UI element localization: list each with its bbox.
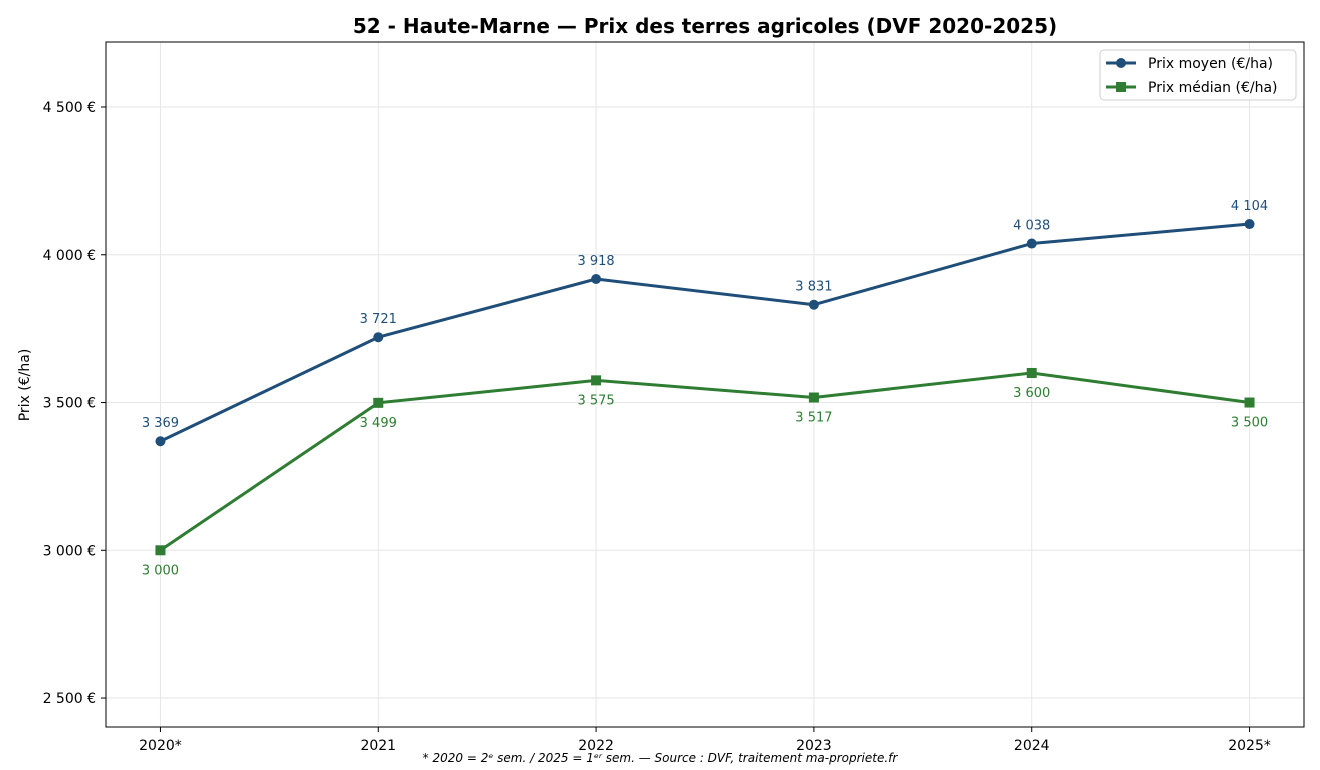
y-tick-label: 4 000 €: [43, 248, 96, 264]
legend: Prix moyen (€/ha) Prix médian (€/ha): [1099, 49, 1297, 101]
data-label: 4 104: [1231, 199, 1268, 214]
data-point: [808, 299, 819, 310]
data-label: 3 831: [795, 280, 832, 295]
data-point: [808, 392, 819, 403]
series-group: 3 369 3 721 3 918 3 831 4 038 4 104 3 000 3 499…: [142, 199, 1268, 578]
data-point: [1244, 219, 1255, 230]
footnote: * 2020 = 2ᵉ sem. / 2025 = 1ᵉʳ sem. — Sou…: [423, 751, 899, 765]
data-label: 3 369: [142, 416, 179, 431]
x-tick-label: 2021: [360, 738, 396, 754]
data-point: [155, 436, 166, 447]
legend-item: Prix médian (€/ha): [1106, 80, 1278, 96]
x-tick-label: 2020*: [139, 738, 182, 754]
legend-label: Prix médian (€/ha): [1148, 80, 1278, 96]
plot-frame: [105, 41, 1305, 728]
series-line: [159, 222, 1250, 443]
data-label: 3 000: [142, 563, 179, 578]
data-label: 3 918: [577, 254, 614, 269]
data-point: [591, 274, 602, 285]
grid: [106, 42, 1304, 727]
legend-label: Prix moyen (€/ha): [1148, 56, 1273, 72]
series-prix-median: 3 000 3 499 3 575 3 517 3 600 3 500: [142, 367, 1268, 578]
data-label: 3 517: [795, 411, 832, 426]
legend-marker: [1116, 82, 1126, 92]
y-axis-label: Prix (€/ha): [17, 349, 33, 422]
x-tick-label: 2024: [1014, 738, 1050, 754]
y-tick-label: 4 500 €: [43, 100, 96, 116]
x-tick-label: 2025*: [1228, 738, 1271, 754]
legend-item: Prix moyen (€/ha): [1106, 56, 1273, 72]
data-label: 4 038: [1013, 219, 1050, 234]
data-label: 3 721: [360, 312, 397, 327]
data-label: 3 575: [577, 393, 614, 408]
data-point: [1244, 397, 1255, 408]
chart-title: 52 - Haute-Marne — Prix des terres agric…: [353, 14, 1057, 38]
legend-marker: [1116, 58, 1126, 68]
data-label: 3 600: [1013, 386, 1050, 401]
series-line: [159, 371, 1250, 552]
data-point: [1026, 367, 1037, 378]
y-tick-label: 3 000 €: [43, 543, 96, 559]
x-tick-label: 2023: [796, 738, 832, 754]
data-point: [591, 375, 602, 386]
x-tick-label: 2022: [578, 738, 614, 754]
y-tick-label: 2 500 €: [43, 691, 96, 707]
y-tick-label: 3 500 €: [43, 396, 96, 412]
data-label: 3 500: [1231, 416, 1268, 431]
data-point: [373, 397, 384, 408]
data-point: [373, 332, 384, 343]
axes: 2020* 2021 2022 2023 2024 2025* 2 500 € 3 000 €…: [43, 41, 1305, 754]
data-label: 3 499: [360, 416, 397, 431]
series-prix-moyen: 3 369 3 721 3 918 3 831 4 038 4 104: [142, 199, 1268, 447]
legend-box: [1099, 49, 1297, 101]
data-point: [1026, 238, 1037, 249]
data-point: [155, 545, 166, 556]
